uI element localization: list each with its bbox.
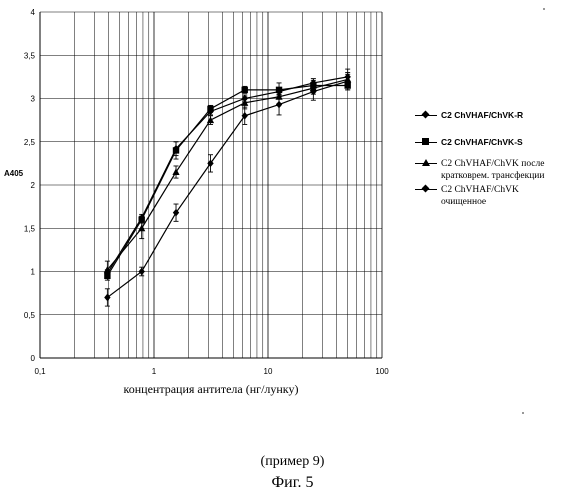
series-1 — [104, 80, 351, 280]
data-point — [276, 101, 282, 109]
y-tick-label: 0 — [31, 354, 36, 363]
data-point — [207, 106, 213, 112]
series-line — [107, 86, 347, 276]
y-tick-label: 4 — [31, 8, 36, 17]
data-point — [104, 294, 110, 302]
x-axis-label: концентрация антитела (нг/лунку) — [124, 382, 299, 396]
legend-label: C2 ChVHAF/ChVK очищенное — [441, 185, 519, 207]
triangle-marker-icon — [422, 159, 430, 166]
y-tick-label: 3,5 — [24, 51, 36, 60]
series-line — [107, 79, 347, 269]
data-point — [242, 87, 248, 93]
legend-item-transient: C2 ChVHAF/ChVK после кратковрем. трансфе… — [415, 158, 585, 182]
series-line — [107, 81, 347, 297]
data-point — [173, 147, 179, 153]
series-layer — [104, 69, 352, 306]
series-0 — [104, 73, 351, 277]
y-tick-label: 2,5 — [24, 138, 36, 147]
caption-figure: Фиг. 5 — [0, 474, 585, 492]
legend-label: C2 ChVHAF/ChVK после кратковрем. трансфе… — [441, 159, 544, 181]
x-tick-label: 1 — [152, 367, 157, 376]
x-tick-label: 10 — [264, 367, 273, 376]
square-marker-icon — [422, 138, 429, 145]
legend-item-r: C2 ChVHAF/ChVK-R — [415, 110, 585, 121]
grid — [40, 12, 382, 358]
y-tick-label: 0,5 — [24, 311, 36, 320]
chart: 0 0,5 1 1,5 2 2,5 3 3,5 4 0,1 1 10 100 A405 концент… — [0, 0, 585, 440]
legend-label: C2 ChVHAF/ChVK-R — [441, 110, 523, 120]
diamond-marker-icon — [422, 111, 430, 119]
y-tick-label: 3 — [31, 95, 36, 104]
data-point — [207, 116, 214, 123]
legend: C2 ChVHAF/ChVK-R C2 ChVHAF/ChVK-S C2 ChV… — [415, 110, 585, 214]
legend-label: C2 ChVHAF/ChVK-S — [441, 137, 523, 147]
y-tick-labels: 0 0,5 1 1,5 2 2,5 3 3,5 4 — [24, 8, 36, 363]
data-point — [138, 224, 145, 231]
x-tick-label: 0,1 — [34, 367, 46, 376]
x-tick-labels: 0,1 1 10 100 — [34, 367, 389, 376]
legend-item-s: C2 ChVHAF/ChVK-S — [415, 137, 585, 148]
diamond-marker-icon — [422, 185, 430, 193]
scan-speck — [543, 8, 545, 10]
y-tick-label: 1 — [31, 268, 36, 277]
y-axis-label: A405 — [4, 169, 24, 178]
y-tick-label: 2 — [31, 181, 36, 190]
legend-item-purified: C2 ChVHAF/ChVK очищенное — [415, 184, 561, 208]
scan-speck — [522, 412, 524, 414]
series-line — [107, 77, 347, 273]
x-tick-label: 100 — [375, 367, 389, 376]
y-tick-label: 1,5 — [24, 224, 36, 233]
caption-example: (пример 9) — [0, 454, 585, 470]
